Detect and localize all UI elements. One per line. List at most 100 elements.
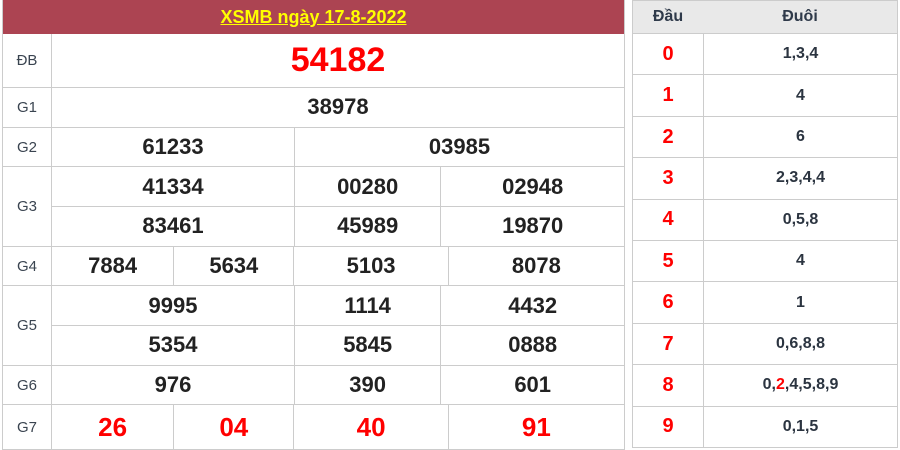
tail-digit: 4 xyxy=(809,45,819,63)
prize-number: 601 xyxy=(440,365,624,405)
head-digit: 8 xyxy=(633,365,704,406)
tail-digit: 1 xyxy=(796,293,805,311)
prize-number: 91 xyxy=(447,405,624,449)
tail-digits: 0,5,8 xyxy=(782,210,819,228)
results-title-bar: XSMB ngày 17-8-2022 xyxy=(3,0,624,34)
prize-number: 19870 xyxy=(440,207,624,246)
prize-number: 9995 xyxy=(148,292,198,318)
prize-lines: 9995 1114 4432 5354 5845 0888 xyxy=(52,286,624,365)
prize-number: 00280 xyxy=(293,167,440,207)
head-digit: 1 xyxy=(633,75,704,116)
tail-digit: 4 xyxy=(816,169,825,187)
prize-number: 40 xyxy=(293,405,447,449)
tail-digits: 4 xyxy=(704,75,897,115)
head-digit: 0 xyxy=(633,34,704,75)
prize-row-g6: G6 976 390 601 xyxy=(3,365,624,406)
prize-line: 61233 03985 xyxy=(52,127,624,167)
tail-digit: 5 xyxy=(796,210,805,228)
prize-table: XSMB ngày 17-8-2022 ĐB 54182 G1 38978 G2 6123… xyxy=(2,0,625,450)
tail-digit: 3 xyxy=(789,169,799,187)
tail-digit: 9 xyxy=(829,376,839,394)
prize-number: 38978 xyxy=(307,94,369,120)
prize-number: 5845 xyxy=(293,326,440,365)
prize-row-b: ĐB 54182 xyxy=(3,34,624,89)
prize-number: 54182 xyxy=(290,41,386,80)
tail-digits: 0,1,5 xyxy=(782,417,819,435)
prize-lines: 38978 xyxy=(52,88,624,127)
head-tail-header: Đầu Đuôi xyxy=(633,1,897,34)
head-tail-row-9: 9 0,1,5 xyxy=(633,406,897,448)
tail-digits: 2,3,4,4 xyxy=(776,169,825,187)
prize-number: 03985 xyxy=(293,127,624,167)
prize-line: 9995 1114 4432 xyxy=(52,286,624,326)
prize-row-g5: G5 9995 1114 4432 5354 5845 0888 xyxy=(3,286,624,366)
prize-lines: 26 04 40 91 xyxy=(52,405,624,449)
prize-number: 41334 xyxy=(142,173,204,199)
tail-digit: 6 xyxy=(789,335,799,353)
head-digit: 5 xyxy=(633,241,704,282)
prize-number: 61233 xyxy=(142,134,204,160)
head-tail-row-0: 0 1,3,4 xyxy=(633,34,897,76)
prize-line: 83461 45989 19870 xyxy=(52,206,624,246)
prize-lines: 61233 03985 xyxy=(52,127,624,167)
tail-digit: 0 xyxy=(782,417,792,435)
prize-label-g3: G3 xyxy=(3,167,52,246)
prize-line: 38978 xyxy=(52,88,624,127)
prize-line: 5354 5845 0888 xyxy=(52,325,624,365)
tail-digit: 0 xyxy=(782,210,792,228)
prize-line: 26 04 40 91 xyxy=(52,405,624,449)
tail-digit: 4 xyxy=(802,169,812,187)
prize-number: 8078 xyxy=(447,246,624,286)
prize-label-b: ĐB xyxy=(3,34,52,88)
tail-digit: 8 xyxy=(816,376,825,394)
prize-number: 976 xyxy=(154,372,192,397)
tail-digit: 8 xyxy=(802,335,812,353)
tail-digit: 3 xyxy=(796,45,805,63)
tail-digit: 0 xyxy=(762,376,772,394)
tail-digit: 4 xyxy=(796,86,805,104)
prize-row-g3: G3 41334 00280 02948 83461 45989 19870 xyxy=(3,167,624,247)
prize-number: 5354 xyxy=(148,332,198,358)
tail-digit: 2 xyxy=(776,169,785,187)
tail-digit: 5 xyxy=(802,376,812,394)
tail-digits: 0,2,4,5,8,9 xyxy=(762,376,839,394)
head-digit: 6 xyxy=(633,282,704,323)
tail-digits: 1,3,4 xyxy=(782,45,819,63)
prize-number: 4432 xyxy=(440,286,624,326)
tail-column-header: Đuôi xyxy=(782,8,818,25)
prize-lines: 41334 00280 02948 83461 45989 19870 xyxy=(52,167,624,246)
head-tail-row-7: 7 0,6,8,8 xyxy=(633,323,897,366)
prize-row-g1: G1 38978 xyxy=(3,88,624,128)
prize-line: 54182 xyxy=(52,34,624,87)
prize-label-g6: G6 xyxy=(3,365,52,405)
head-digit: 2 xyxy=(633,116,704,158)
tail-digit-highlighted: 2 xyxy=(776,376,785,394)
prize-number: 390 xyxy=(293,365,440,405)
prize-row-g7: G7 26 04 40 91 xyxy=(3,405,624,449)
prize-line: 976 390 601 xyxy=(52,365,624,405)
prize-number: 04 xyxy=(173,405,293,449)
prize-number: 45989 xyxy=(293,207,440,246)
prize-number: 83461 xyxy=(142,213,204,239)
tail-digit: 8 xyxy=(816,335,825,353)
tail-digits: 1 xyxy=(704,282,897,322)
head-digit: 7 xyxy=(633,323,704,365)
results-title-link[interactable]: XSMB ngày 17-8-2022 xyxy=(220,6,407,27)
prize-number: 0888 xyxy=(440,326,624,365)
tail-digit: 6 xyxy=(796,128,805,146)
prize-number: 26 xyxy=(98,411,128,442)
prize-lines: 7884 5634 5103 8078 xyxy=(52,246,624,286)
head-tail-row-4: 4 0,5,8 xyxy=(633,199,897,242)
head-digit: 4 xyxy=(633,199,704,241)
tail-digit: 5 xyxy=(809,417,819,435)
prize-number: 02948 xyxy=(440,167,624,207)
prize-label-g4: G4 xyxy=(3,246,52,286)
